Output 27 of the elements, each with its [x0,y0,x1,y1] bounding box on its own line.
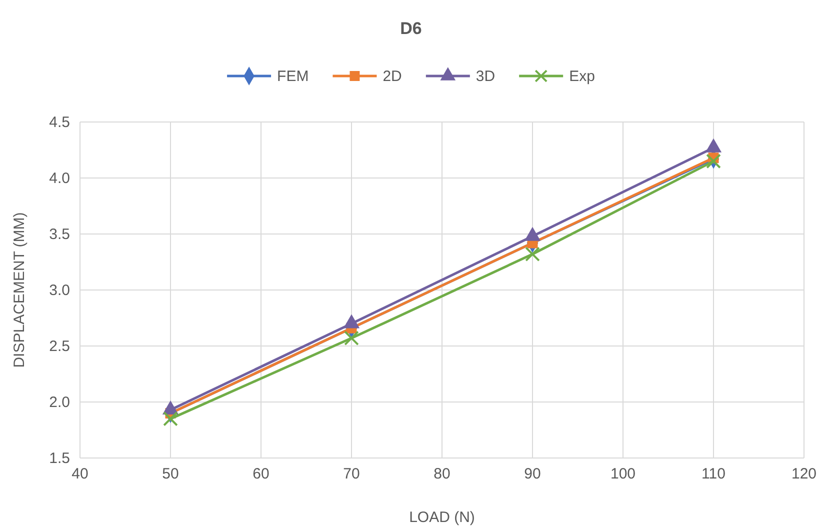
legend-label: 2D [382,68,402,85]
point [163,411,178,426]
legend-label: 3D [476,68,496,85]
y-tick-label: 3.5 [49,226,70,243]
y-tick-label: 4.5 [49,114,70,131]
legend-label: Exp [569,68,595,85]
legend-label: FEM [277,68,309,85]
x-tick-label: 50 [162,466,179,483]
y-axis-title: DISPLACEMENT (MM) [11,212,28,368]
x-tick-label: 90 [524,466,541,483]
y-tick-label: 3.0 [49,282,70,299]
y-tick-label: 2.0 [49,394,70,411]
y-tick-label: 2.5 [49,338,70,355]
point [706,154,721,169]
x-tick-label: 70 [343,466,360,483]
point [525,246,540,262]
x-tick-label: 40 [72,466,88,483]
x-tick-label: 100 [610,466,636,483]
x-tick-label: 80 [434,466,450,483]
x-tick-label: 120 [791,466,817,483]
y-tick-label: 4.0 [49,170,70,187]
x-tick-label: 60 [252,466,270,483]
point [344,330,359,346]
x-axis-title: LOAD (N) [409,509,475,526]
chart-title: D6 [400,19,422,38]
y-tick-label: 1.5 [49,450,70,467]
x-tick-label: 110 [702,466,726,483]
